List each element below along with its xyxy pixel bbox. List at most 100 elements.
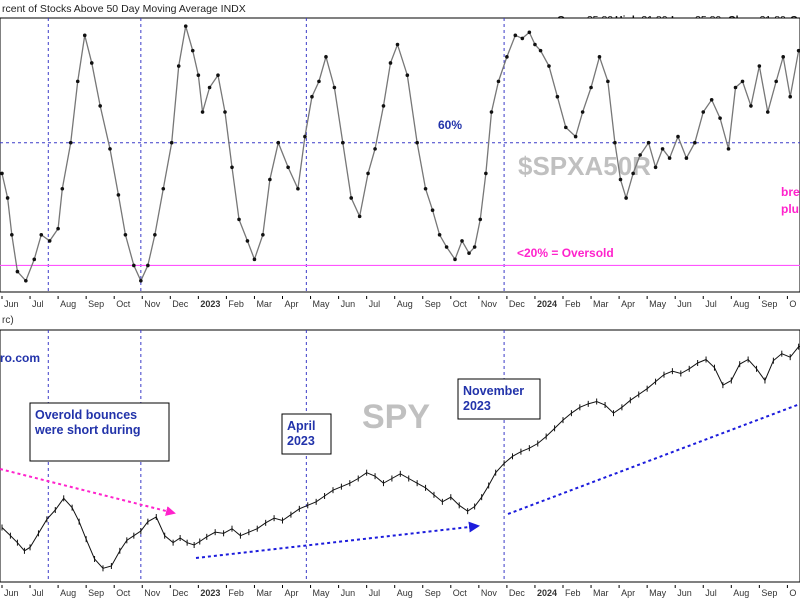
breadth-point-17	[123, 232, 128, 237]
breadth-point-85	[631, 171, 635, 176]
bottom-panel-watermark: SPY	[362, 398, 430, 436]
top-x-label-23: May	[649, 299, 667, 309]
callout-box-1	[281, 413, 332, 455]
breadth-point-11	[75, 79, 80, 84]
breadth-point-28	[200, 110, 205, 114]
breadth-point-30	[216, 73, 220, 78]
top-panel-border	[0, 17, 800, 293]
top-x-label-7: 2023	[200, 299, 220, 309]
bottom-x-label-7: 2023	[200, 588, 220, 598]
breadth-point-24	[176, 64, 181, 68]
bottom-x-label-17: Nov	[481, 588, 498, 598]
breadth-point-42	[310, 94, 314, 99]
breadth-point-98	[733, 85, 738, 90]
breadth-point-93	[693, 140, 697, 145]
breadth-point-46	[341, 140, 345, 145]
top-x-label-8: Feb	[228, 299, 244, 309]
top-x-label-19: 2024	[537, 299, 557, 309]
top-x-label-15: Sep	[425, 299, 441, 309]
top-x-label-24: Jun	[677, 299, 692, 309]
breadth-point-27	[196, 73, 201, 78]
breadth-point-62	[467, 251, 471, 255]
breadth-point-22	[161, 186, 166, 191]
bottom-panel: ro.com SPY Overold bounces were short dur…	[0, 329, 800, 583]
bottom-x-label-6: Dec	[172, 588, 189, 598]
breadth-point-49	[366, 171, 370, 176]
top-x-label-21: Mar	[593, 299, 609, 309]
breadth-point-7	[47, 239, 52, 243]
top-x-label-26: Aug	[733, 299, 749, 309]
breadth-point-87	[646, 140, 651, 145]
breadth-point-66	[489, 110, 494, 114]
top-x-label-2: Aug	[60, 299, 76, 309]
breadth-point-12	[82, 33, 87, 38]
breadth-point-91	[676, 134, 680, 139]
bottom-x-label-14: Aug	[397, 588, 413, 598]
breadth-point-37	[268, 177, 272, 182]
breadth-point-68	[505, 55, 509, 59]
top-x-label-22: Apr	[621, 299, 635, 309]
top-x-label-13: Jul	[369, 299, 381, 309]
breadth-point-48	[357, 214, 362, 219]
breadth-point-35	[252, 257, 257, 262]
breadth-point-21	[153, 232, 157, 237]
annotation-callouts: Overold bounces were short during April 202…	[29, 378, 541, 462]
breadth-point-81	[606, 79, 610, 84]
top-x-label-27: Sep	[761, 299, 777, 309]
top-x-label-4: Oct	[116, 299, 131, 309]
breadth-point-57	[430, 208, 435, 213]
top-x-label-10: Apr	[285, 299, 299, 309]
top-x-label-11: May	[313, 299, 331, 309]
breadth-point-101	[757, 64, 762, 68]
oversold-label: <20% = Oversold	[517, 246, 614, 260]
breadth-note-line-2: plu	[781, 202, 799, 216]
uptrend-trendline	[507, 403, 800, 515]
bottom-x-label-20: Feb	[565, 588, 581, 598]
breadth-point-60	[453, 257, 457, 262]
breadth-point-41	[303, 134, 307, 139]
bottom-x-label-19: 2024	[537, 588, 557, 598]
copyright-fragment: rc)	[2, 315, 14, 326]
breadth-point-39	[286, 165, 290, 170]
top-panel-watermark: $SPXA50R	[518, 151, 651, 181]
breadth-point-73	[538, 48, 543, 53]
breadth-point-84	[624, 196, 628, 200]
breadth-point-25	[183, 24, 188, 28]
callout-line: April	[287, 419, 315, 433]
trend-lines	[0, 403, 800, 559]
bottom-x-label-15: Sep	[425, 588, 441, 598]
bottom-x-label-11: May	[313, 588, 331, 598]
bottom-x-label-9: Mar	[256, 588, 272, 598]
breadth-point-18	[132, 263, 136, 268]
bottom-x-label-25: Jul	[705, 588, 717, 598]
breadth-point-89	[660, 147, 665, 151]
breadth-point-3	[15, 269, 20, 274]
breadth-point-99	[740, 79, 745, 84]
top-x-label-18: Dec	[509, 299, 526, 309]
top-x-label-12: Jun	[341, 299, 356, 309]
bottom-x-label-23: May	[649, 588, 667, 598]
breadth-point-38	[276, 140, 281, 145]
breadth-point-83	[618, 177, 623, 182]
breadth-point-58	[437, 232, 442, 237]
bottom-x-label-2: Aug	[60, 588, 76, 598]
bottom-x-label-10: Apr	[285, 588, 299, 598]
top-x-label-16: Oct	[453, 299, 468, 309]
top-x-axis-labels: Jun Jul Aug Sep Oct Nov Dec 2023 Feb Mar Apr May Jun…	[1, 296, 796, 309]
bottom-x-label-22: Apr	[621, 588, 635, 598]
breadth-point-88	[653, 165, 658, 170]
reference-label-60: 60%	[438, 118, 462, 132]
top-x-label-17: Nov	[481, 299, 498, 309]
breadth-point-77	[573, 134, 578, 139]
breadth-point-104	[781, 55, 785, 59]
bottom-x-label-5: Nov	[144, 588, 161, 598]
top-x-label-1: Jul	[32, 299, 44, 309]
breadth-point-82	[613, 140, 617, 145]
bottom-x-label-16: Oct	[453, 588, 468, 598]
bottom-x-label-3: Sep	[88, 588, 104, 598]
bottom-x-label-4: Oct	[116, 588, 131, 598]
breadth-point-52	[388, 61, 393, 65]
breadth-point-79	[589, 85, 593, 90]
callout-text-1: April 2023	[287, 419, 315, 448]
breadth-point-20	[146, 263, 150, 268]
